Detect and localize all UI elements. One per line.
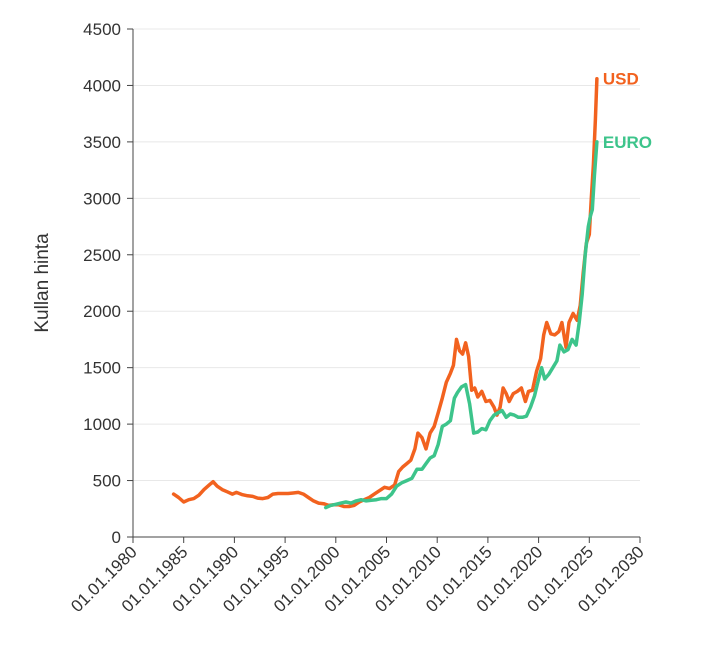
- y-tick-label: 2000: [83, 302, 121, 321]
- y-tick-label: 1000: [83, 415, 121, 434]
- series-line-euro: [323, 140, 599, 510]
- y-tick-label: 2500: [83, 246, 121, 265]
- y-tick-label: 500: [93, 472, 121, 491]
- series-label-usd: USD: [603, 70, 639, 89]
- series-lines: [171, 76, 599, 510]
- y-tick-label: 4000: [83, 76, 121, 95]
- y-axis-label: Kullan hinta: [32, 233, 53, 333]
- grid-lines: [133, 28, 640, 482]
- y-tick-label: 1500: [83, 359, 121, 378]
- series-labels: USD EURO: [603, 70, 652, 152]
- y-tick-label: 0: [112, 528, 121, 547]
- y-tick-label: 3000: [83, 189, 121, 208]
- axes: [132, 29, 640, 538]
- y-tick-label: 3500: [83, 133, 121, 152]
- y-tick-label: 4500: [83, 20, 121, 39]
- y-axis-ticks: 0 500 1000 1500 2000 2500 3000 3500 4000 4500: [83, 20, 133, 547]
- series-label-euro: EURO: [603, 133, 652, 152]
- series-line-usd: [171, 76, 599, 509]
- x-axis-ticks: 01.01.198001.01.198501.01.199001.01.1995…: [67, 537, 648, 616]
